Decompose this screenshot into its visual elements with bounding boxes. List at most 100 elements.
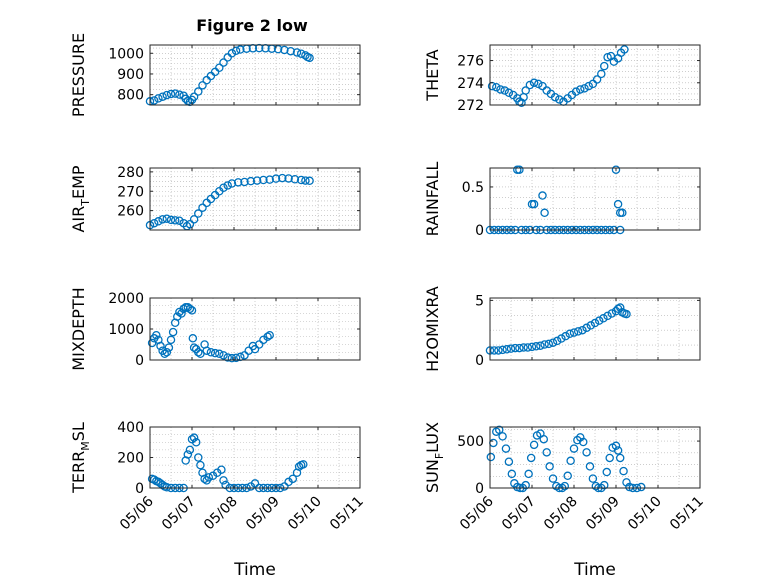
y-tick-label: 2000 xyxy=(108,291,144,307)
data-point xyxy=(534,79,543,89)
x-tick-label: 05/07 xyxy=(159,494,199,534)
y-axis-label: SUNFLUX xyxy=(423,422,446,493)
y-tick-label: 0 xyxy=(475,353,484,369)
data-point xyxy=(166,215,176,225)
data-point xyxy=(170,89,180,98)
y-tick-label: 272 xyxy=(457,98,484,114)
grid xyxy=(149,45,361,106)
data-point xyxy=(246,176,256,186)
data-point xyxy=(605,453,614,463)
subplot-air_temp: 260 270 280 AIRTEMP xyxy=(69,165,361,233)
data-point xyxy=(290,174,300,184)
data-point xyxy=(588,474,598,483)
data-point xyxy=(185,304,195,314)
y-tick-label: 0 xyxy=(135,353,144,369)
x-tick-label: 05/11 xyxy=(667,494,707,534)
data-point xyxy=(585,462,595,471)
data-point xyxy=(162,214,172,224)
data-point xyxy=(265,175,274,184)
data-series xyxy=(487,45,629,108)
data-point xyxy=(502,345,512,354)
data-point xyxy=(194,87,203,96)
data-point xyxy=(231,353,241,363)
y-tick-label: 800 xyxy=(117,88,144,104)
data-point xyxy=(489,346,499,355)
data-point xyxy=(527,342,537,352)
data-point xyxy=(501,444,511,453)
data-point xyxy=(200,474,209,484)
data-point xyxy=(588,79,598,89)
data-point xyxy=(233,178,243,187)
data-point xyxy=(521,480,530,490)
data-point xyxy=(615,453,625,463)
data-point xyxy=(525,80,535,90)
y-tick-label: 260 xyxy=(117,204,144,220)
x-tick-label: 05/10 xyxy=(625,494,665,534)
data-point xyxy=(486,452,496,462)
data-point xyxy=(582,323,591,333)
data-point xyxy=(278,173,287,183)
data-point xyxy=(494,425,504,435)
data-point xyxy=(198,81,207,90)
data-point xyxy=(594,316,604,325)
figure-title: Figure 2 low xyxy=(196,16,308,35)
x-tick-label: 05/09 xyxy=(243,494,283,534)
grid xyxy=(149,426,361,489)
data-point xyxy=(294,462,304,471)
data-point xyxy=(185,219,195,229)
x-tick-label: 05/08 xyxy=(201,494,241,534)
data-point xyxy=(619,466,628,476)
data-point xyxy=(189,215,199,224)
y-axis-label: THETA xyxy=(423,49,442,101)
data-point xyxy=(578,325,587,335)
y-tick-label: 200 xyxy=(117,451,144,467)
data-point xyxy=(223,353,232,362)
data-point xyxy=(162,347,172,357)
data-point xyxy=(219,476,228,485)
data-point xyxy=(599,480,609,490)
data-point xyxy=(590,318,600,328)
data-point xyxy=(542,448,551,457)
data-point xyxy=(149,96,159,105)
data-point xyxy=(496,85,505,94)
data-point xyxy=(206,347,216,357)
y-axis-label: H2OMIXRA xyxy=(423,286,442,372)
data-point xyxy=(545,462,554,471)
data-point xyxy=(586,321,596,330)
data-point xyxy=(507,469,517,479)
data-point xyxy=(492,82,501,92)
data-point xyxy=(210,348,220,358)
axes-frame xyxy=(489,44,701,106)
tick-marks xyxy=(489,298,701,361)
data-point xyxy=(254,340,264,349)
data-point xyxy=(301,176,310,185)
tick-marks xyxy=(489,427,701,489)
data-point xyxy=(158,480,167,490)
data-point xyxy=(183,450,193,459)
data-point xyxy=(219,58,228,67)
data-point xyxy=(494,346,503,355)
data-point xyxy=(164,343,174,352)
data-point xyxy=(515,165,524,174)
data-point xyxy=(571,87,581,96)
data-point xyxy=(611,165,621,174)
data-point xyxy=(515,343,524,353)
data-point xyxy=(504,457,514,466)
data-point xyxy=(504,88,514,98)
y-axis-label: AIRTEMP xyxy=(69,165,92,232)
y-tick-label: 270 xyxy=(117,184,144,200)
data-point xyxy=(544,339,554,349)
y-tick-label: 0 xyxy=(135,481,144,497)
subplot-grid: 800 900 1000 PRESSURE 272 274 276 THETA 260 270 28… xyxy=(69,33,707,580)
data-point xyxy=(296,175,306,185)
subplot-terr_msl: 0 200 400 05/06 05/07 05/08 05/09 05/10 05/11 Tim… xyxy=(69,420,367,580)
data-point xyxy=(154,94,163,103)
x-tick-label: 05/06 xyxy=(117,493,157,533)
data-point xyxy=(189,433,199,442)
data-point xyxy=(271,174,281,183)
data-point xyxy=(250,344,260,354)
data-point xyxy=(521,86,530,95)
data-point xyxy=(231,46,241,56)
data-point xyxy=(215,63,224,73)
